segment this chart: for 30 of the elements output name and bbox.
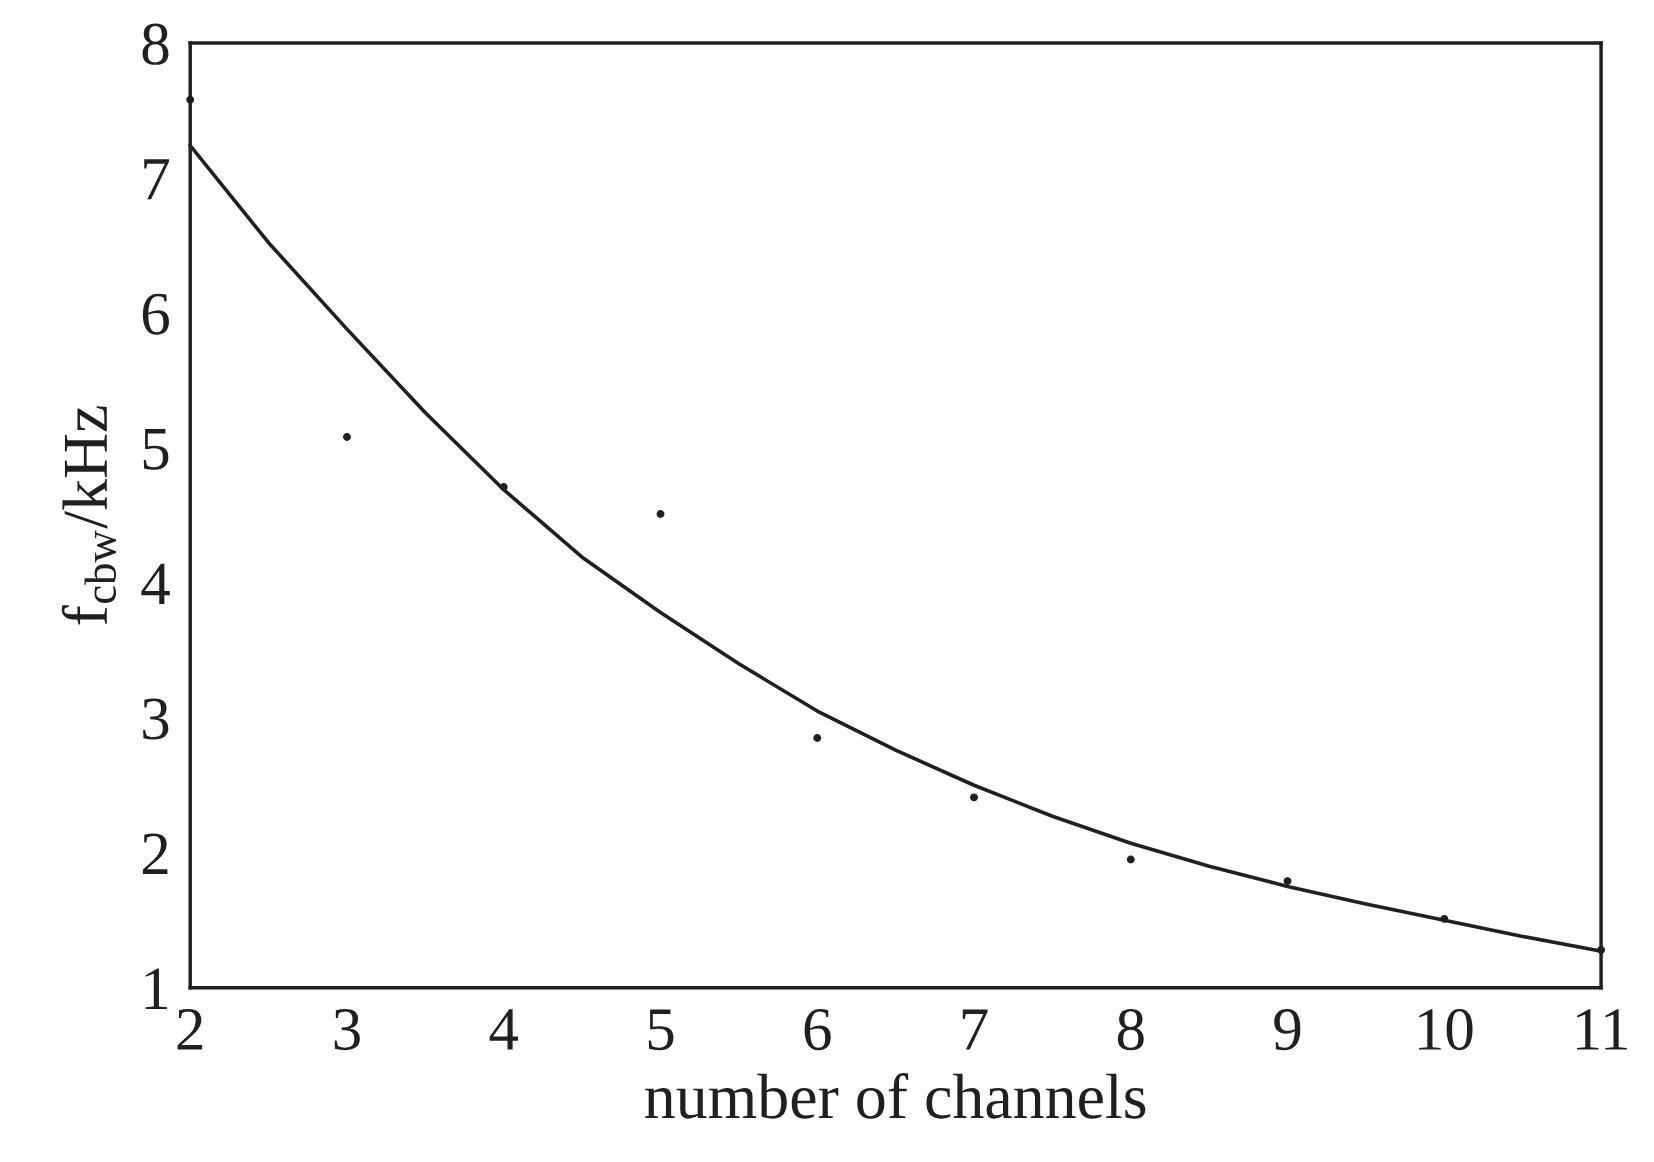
y-tick-label: 3 — [143, 698, 169, 740]
point — [1283, 877, 1292, 886]
x-tick-label: 3 — [334, 1009, 360, 1051]
y-axis-title: f$_{cbw}$/kHz — [61, 406, 117, 625]
point — [343, 433, 351, 442]
x-tick-label: 8 — [1117, 1008, 1144, 1051]
point — [499, 483, 508, 491]
point — [1440, 914, 1449, 923]
point — [813, 734, 822, 742]
y-tick-label: 1 — [145, 968, 168, 1009]
x-tick-label: 9 — [1274, 1009, 1301, 1051]
y-tick-label: 5 — [143, 429, 169, 470]
y-tick-label: 2 — [142, 833, 168, 874]
y-tick-label: 4 — [141, 563, 170, 605]
point — [1126, 855, 1135, 864]
x-tick-label: 11 — [1577, 1009, 1627, 1050]
point — [1597, 945, 1606, 954]
x-tick-label: 5 — [648, 1009, 674, 1051]
x-tick-label: 4 — [489, 1009, 519, 1050]
point — [656, 510, 665, 518]
y-tick-label: 6 — [142, 293, 169, 335]
y-tick-label: 7 — [144, 159, 170, 200]
y-tick-label: 8 — [142, 23, 169, 65]
x-axis-title: number of channels — [645, 1073, 1146, 1119]
x-tick-label: 6 — [804, 1009, 831, 1051]
x-tick-label: 10 — [1419, 1008, 1473, 1051]
point — [186, 95, 195, 104]
point — [970, 793, 978, 802]
x-tick-label: 7 — [962, 1009, 988, 1050]
x-tick-label: 2 — [177, 1009, 203, 1050]
